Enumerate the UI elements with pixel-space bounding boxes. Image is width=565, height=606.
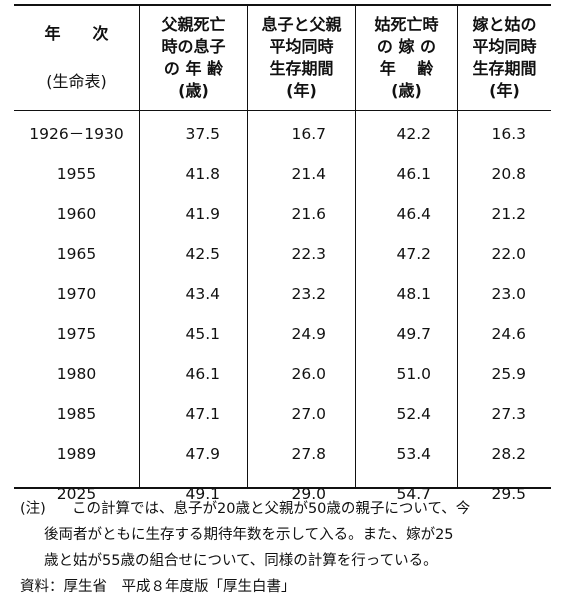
header-bride-mil-coexist: 嫁と姑の 平均同時 生存期間 (年)	[458, 6, 551, 110]
bride-age-cell: 54.7	[396, 485, 431, 503]
header-unit: (歳)	[178, 81, 209, 100]
header-line: 父親死亡	[161, 15, 226, 34]
header-year: 年 次 (生命表)	[14, 6, 139, 110]
year-cell: 1989	[56, 445, 97, 463]
table-row: 1975 45.1 24.9 49.7 24.6	[14, 314, 551, 354]
header-father-son-coexist: 息子と父親 平均同時 生存期間 (年)	[248, 6, 355, 110]
bride-mil-coexist-cell: 21.2	[491, 205, 526, 223]
son-age-cell: 47.9	[185, 445, 220, 463]
note-line: この計算では、息子が20歳と父親が50歳の親子について、今	[72, 501, 471, 517]
son-age-cell: 41.9	[185, 205, 220, 223]
year-cell: 1980	[56, 365, 97, 383]
bride-mil-coexist-cell: 22.0	[491, 245, 526, 263]
table-row: 2025 49.1 29.0 54.7 29.5	[14, 474, 551, 514]
bride-age-cell: 51.0	[396, 365, 431, 383]
header-line: 時の息子	[161, 37, 226, 56]
father-son-coexist-cell: 21.4	[291, 165, 326, 183]
table-row: 1970 43.4 23.2 48.1 23.0	[14, 274, 551, 314]
header-line: 平均同時	[472, 37, 537, 56]
header-divider	[14, 110, 551, 111]
table-row: 1965 42.5 22.3 47.2 22.0	[14, 234, 551, 274]
father-son-coexist-cell: 21.6	[291, 205, 326, 223]
father-son-coexist-cell: 16.7	[291, 125, 326, 143]
note-label: (注)	[20, 501, 46, 517]
son-age-cell: 45.1	[185, 325, 220, 343]
table-row: 1960 41.9 21.6 46.4 21.2	[14, 194, 551, 234]
bride-age-cell: 46.1	[396, 165, 431, 183]
header-unit: (年)	[489, 81, 520, 100]
year-cell: 2025	[56, 485, 97, 503]
son-age-cell: 43.4	[185, 285, 220, 303]
son-age-cell: 37.5	[185, 125, 220, 143]
year-cell: 1926－1930	[29, 125, 124, 143]
father-son-coexist-cell: 27.8	[291, 445, 326, 463]
header-line: 息子と父親	[261, 15, 342, 34]
bride-mil-coexist-cell: 24.6	[491, 325, 526, 343]
table-row: 1926－1930 37.5 16.7 42.2 16.3	[14, 114, 551, 154]
father-son-coexist-cell: 29.0	[291, 485, 326, 503]
year-cell: 1965	[56, 245, 97, 263]
bride-age-cell: 49.7	[396, 325, 431, 343]
bride-age-cell: 48.1	[396, 285, 431, 303]
header-year-label: 年 次	[44, 24, 109, 43]
father-son-coexist-cell: 23.2	[291, 285, 326, 303]
bride-age-cell: 53.4	[396, 445, 431, 463]
header-line: の 年 齢	[163, 59, 224, 78]
header-line: 姑死亡時	[374, 15, 439, 34]
column-divider	[247, 6, 248, 487]
son-age-cell: 41.8	[185, 165, 220, 183]
table-row: 1980 46.1 26.0 51.0 25.9	[14, 354, 551, 394]
son-age-cell: 46.1	[185, 365, 220, 383]
column-divider	[139, 6, 140, 487]
header-unit: (年)	[286, 81, 317, 100]
bride-mil-coexist-cell: 25.9	[491, 365, 526, 383]
header-line: 嫁と姑の	[472, 15, 537, 34]
table-row: 1989 47.9 27.8 53.4 28.2	[14, 434, 551, 474]
bride-age-cell: 42.2	[396, 125, 431, 143]
header-year-sublabel: (生命表)	[46, 72, 107, 91]
bride-mil-coexist-cell: 28.2	[491, 445, 526, 463]
table-row: 1985 47.1 27.0 52.4 27.3	[14, 394, 551, 434]
header-bride-age: 姑死亡時 の 嫁 の 年 齢 (歳)	[356, 6, 457, 110]
header-line: 平均同時	[269, 37, 334, 56]
father-son-coexist-cell: 24.9	[291, 325, 326, 343]
bride-age-cell: 52.4	[396, 405, 431, 423]
bride-mil-coexist-cell: 29.5	[491, 485, 526, 503]
year-cell: 1960	[56, 205, 97, 223]
note-line: 後両者がともに生存する期待年数を示して入る。また、嫁が25	[44, 527, 454, 543]
son-age-cell: 47.1	[185, 405, 220, 423]
source-citation: 資料：厚生省 平成８年度版「厚生白書」	[20, 579, 296, 595]
father-son-coexist-cell: 26.0	[291, 365, 326, 383]
header-line: 生存期間	[269, 59, 334, 78]
bride-mil-coexist-cell: 16.3	[491, 125, 526, 143]
bride-age-cell: 46.4	[396, 205, 431, 223]
bride-age-cell: 47.2	[396, 245, 431, 263]
year-cell: 1985	[56, 405, 97, 423]
son-age-cell: 42.5	[185, 245, 220, 263]
father-son-coexist-cell: 27.0	[291, 405, 326, 423]
year-cell: 1970	[56, 285, 97, 303]
bride-mil-coexist-cell: 20.8	[491, 165, 526, 183]
header-line: 生存期間	[472, 59, 537, 78]
son-age-cell: 49.1	[185, 485, 220, 503]
table-row: 1955 41.8 21.4 46.1 20.8	[14, 154, 551, 194]
column-divider	[355, 6, 356, 487]
note-line: 歳と姑が55歳の組合せについて、同様の計算を行っている。	[44, 553, 438, 569]
header-line: の 嫁 の	[376, 37, 437, 56]
header-line: 年 齢	[379, 59, 434, 78]
header-unit: (歳)	[391, 81, 422, 100]
bride-mil-coexist-cell: 23.0	[491, 285, 526, 303]
data-table: 年 次 (生命表) 父親死亡 時の息子 の 年 齢 (歳) 息子と父親 平均同時…	[14, 4, 551, 503]
header-son-age: 父親死亡 時の息子 の 年 齢 (歳)	[140, 6, 247, 110]
father-son-coexist-cell: 22.3	[291, 245, 326, 263]
year-cell: 1955	[56, 165, 97, 183]
year-cell: 1975	[56, 325, 97, 343]
bride-mil-coexist-cell: 27.3	[491, 405, 526, 423]
column-divider	[457, 6, 458, 487]
